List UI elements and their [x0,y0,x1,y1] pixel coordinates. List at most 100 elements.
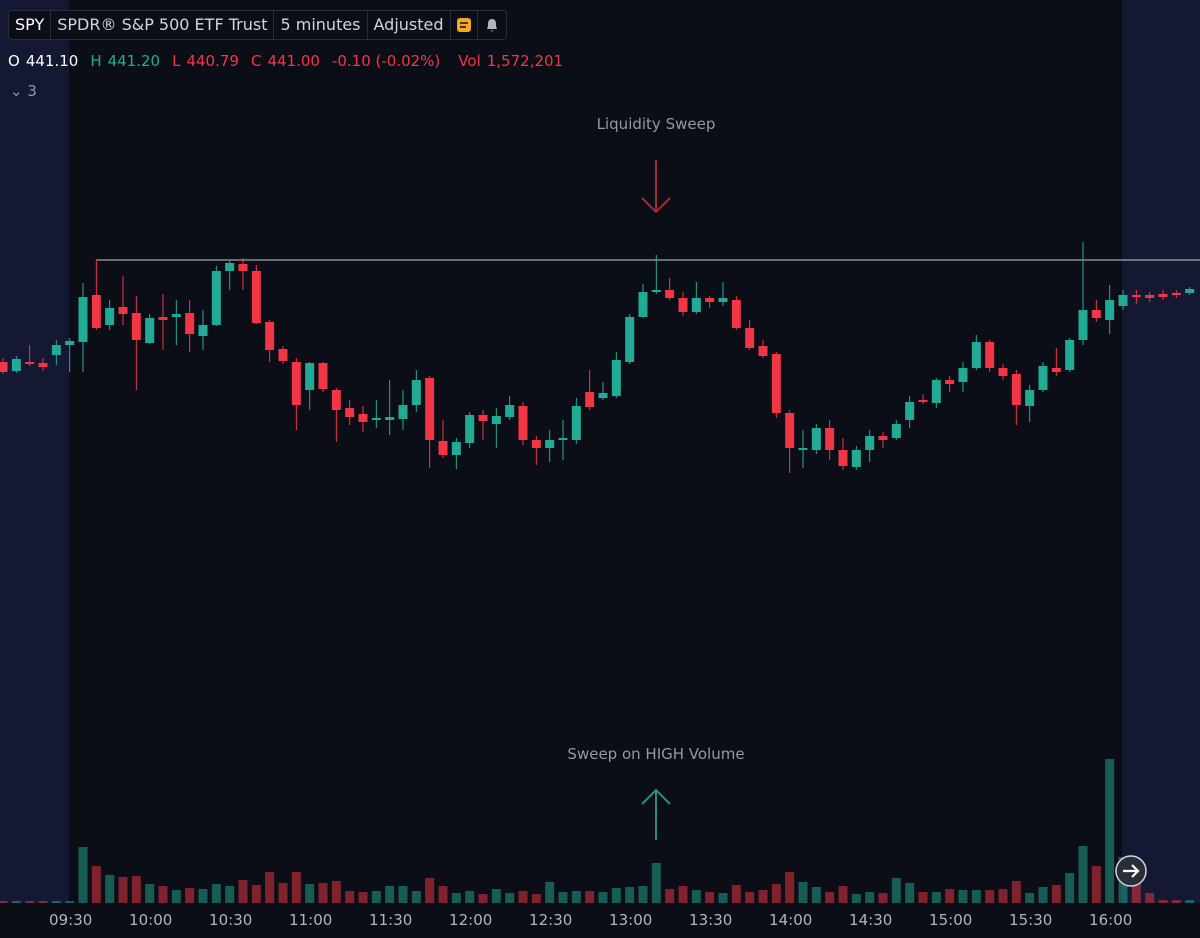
time-label: 13:30 [689,911,732,929]
volume-bar [918,892,928,903]
adjustment[interactable]: Adjusted [368,11,451,39]
candle-body [585,392,595,407]
candle-body [1078,310,1088,340]
candle-body [211,271,221,325]
candle-body [971,342,981,368]
candle-body [998,368,1008,376]
candle-body [238,264,248,271]
volume-bar [425,878,435,903]
candle-body [105,308,115,325]
candle-body [478,415,488,421]
candle-body [918,400,928,402]
volume-bar [211,884,221,903]
afterhours-shade [1122,0,1200,903]
volume-bar [65,901,75,903]
candle-body [1065,340,1075,370]
time-label: 14:30 [849,911,892,929]
time-label: 12:30 [529,911,572,929]
volume-bar [678,886,688,903]
volume-bar [505,893,515,903]
indicator-toggle[interactable]: ⌄ 3 [10,82,37,100]
volume-bar [158,886,168,903]
value: 441.20 [107,52,161,70]
volume-bar [345,891,355,903]
volume-bar [798,882,808,903]
premarket-shade [0,0,69,903]
volume-bar [545,882,555,903]
candle-body [345,408,355,417]
candle-body [1145,295,1155,298]
volume-bar [985,890,995,903]
candle-body [438,441,448,455]
volume-bar [665,889,675,903]
candle-body [985,342,995,368]
volume-bar [945,889,955,903]
time-label: 11:30 [369,911,412,929]
annotation: Liquidity Sweep [597,115,716,133]
up-arrow [641,788,671,840]
volume-bar [625,887,635,903]
time-axis [0,903,1200,938]
candle-body [51,345,61,355]
candle-body [225,263,235,271]
volume-bar [571,891,581,903]
candle-body [1131,295,1141,297]
volume-bar [25,901,35,903]
volume-bar [1025,893,1035,903]
volume-bar [478,894,488,903]
symbol[interactable]: SPY [9,11,52,39]
candle-body [865,436,875,450]
candle-body [11,359,21,371]
volume-bar [585,891,595,903]
candle-body [131,313,141,340]
time-label: 10:30 [209,911,252,929]
volume-bar [1065,873,1075,903]
value: 441.00 [267,52,320,70]
volume-bar [785,872,795,903]
time-label: 10:00 [129,911,172,929]
interval[interactable]: 5 minutes [274,11,368,39]
candle-body [798,448,808,450]
volume-bar [598,892,608,903]
bell-svg [486,19,497,32]
volume-bar [185,888,195,903]
volume-bar [131,876,141,903]
volume-bar [1091,866,1101,903]
volume-bar [705,892,715,903]
candle-body [838,450,848,466]
volume-bar [238,880,248,903]
volume-bar [465,891,475,903]
symbol-header: SPY SPDR® S&P 500 ETF Trust 5 minutes Ad… [8,10,507,40]
candle-body [638,292,648,317]
volume-bar [438,886,448,903]
volume-bar [905,883,915,903]
volume-bar [145,884,155,903]
volume-bar [265,872,275,903]
value: 1,572,201 [486,52,564,70]
volume-bar [611,888,621,903]
time-label: 14:00 [769,911,812,929]
candle-body [651,290,661,292]
volume-bar [371,891,381,903]
label: L [172,52,181,70]
volume-bar [451,893,461,903]
alert-icon[interactable] [478,11,506,39]
down-arrow [641,160,671,214]
volume-bar [838,886,848,903]
candle-body [1051,368,1061,372]
volume-bar [1185,900,1195,903]
note-svg [456,18,471,32]
value: 440.79 [186,52,239,70]
candle-body [678,298,688,312]
candle-body [1025,390,1035,406]
volume-bar [1078,846,1088,903]
candle-body [65,341,75,345]
note-icon[interactable] [451,11,478,39]
volume-bar [331,881,341,903]
volume-bar [651,863,661,903]
volume-bar [118,877,128,903]
volume-bar [105,875,115,903]
candle-body [465,415,475,443]
candle-body [811,428,821,450]
